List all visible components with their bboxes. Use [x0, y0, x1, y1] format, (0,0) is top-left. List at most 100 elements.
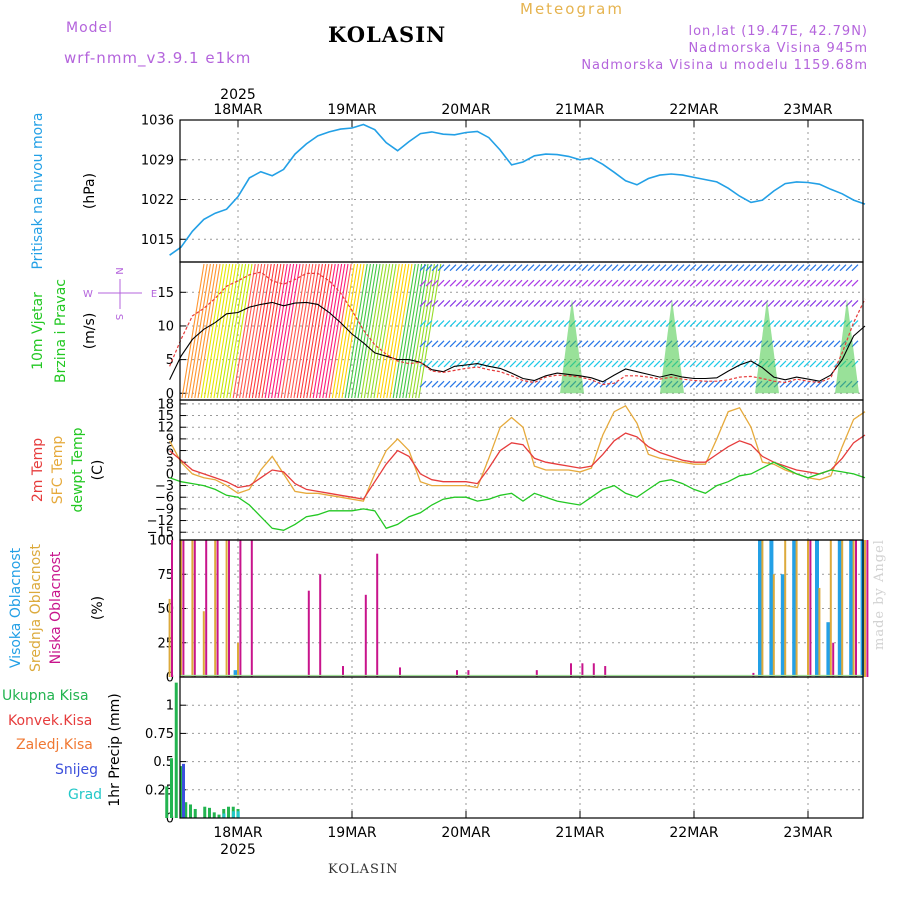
wind-arrow	[641, 380, 649, 388]
high-cloud-bar	[849, 540, 854, 677]
wind-arrow	[677, 279, 685, 287]
wind-arrow	[455, 264, 463, 272]
low-cloud-bar	[604, 666, 607, 677]
wind-arrow	[395, 263, 419, 399]
high-cloud-label: Visoka Oblacnost	[8, 547, 24, 668]
wind-arrow	[491, 279, 499, 287]
wind-arrow	[216, 263, 240, 399]
wind-arrow	[467, 340, 475, 348]
wind-label-2: Brzina i Pravac	[53, 279, 69, 383]
wind-arrow	[779, 320, 787, 328]
wind-arrow	[593, 340, 601, 348]
y-tick-label: 1	[166, 699, 174, 714]
wind-arrow	[647, 360, 655, 368]
wind-arrow	[360, 263, 384, 399]
wind-arrow	[779, 360, 787, 368]
wind-arrow	[641, 320, 649, 328]
low-cloud-label: Niska Oblacnost	[48, 551, 64, 664]
wind-arrow	[509, 380, 517, 388]
high-cloud-bar	[780, 574, 785, 677]
wind-arrow	[611, 279, 619, 287]
wind-arrow	[443, 340, 451, 348]
wind-arrow	[503, 340, 511, 348]
precip-legend-3: Snijeg	[55, 762, 98, 778]
pressure-label: Pritisak na nivou mora	[30, 112, 46, 269]
wind-arrow	[767, 299, 775, 307]
wind-arrow	[587, 340, 595, 348]
wind-arrow	[497, 264, 505, 272]
wind-arrow	[328, 263, 352, 399]
low-cloud-bar	[376, 553, 379, 677]
wind-arrow	[617, 340, 625, 348]
low-cloud-bar	[250, 540, 253, 677]
low-cloud-bar	[855, 540, 857, 677]
wind-arrow	[467, 320, 475, 328]
wind-arrow	[833, 320, 841, 328]
wind-arrow	[425, 340, 433, 348]
wind-arrow	[431, 380, 439, 388]
wind-arrow	[803, 360, 811, 368]
mid-cloud-bar	[784, 540, 787, 677]
wind-arrow	[707, 264, 715, 272]
wind-arrow	[719, 320, 727, 328]
wind-arrow	[521, 299, 529, 307]
total-precip-bar	[227, 806, 230, 818]
y-tick-label: 3	[166, 456, 174, 471]
wind-arrow	[617, 299, 625, 307]
wind-arrow	[660, 299, 684, 394]
wind-arrow	[261, 263, 285, 399]
wind-arrow	[575, 320, 583, 328]
wind-arrow	[509, 340, 517, 348]
wind-arrow	[264, 263, 288, 399]
wind-arrow	[491, 380, 499, 388]
wind-arrow	[797, 299, 805, 307]
mid-cloud-bar	[818, 587, 821, 677]
wind-arrow	[641, 264, 649, 272]
high-cloud-bar	[792, 540, 797, 677]
wind-arrow	[557, 360, 565, 368]
wind-arrow	[725, 340, 733, 348]
wind-arrow	[749, 360, 757, 368]
wind-arrow	[827, 380, 835, 388]
pressure-line	[169, 123, 866, 256]
wind-arrow	[354, 263, 378, 399]
wind-arrow	[701, 360, 709, 368]
wind-arrow	[197, 263, 221, 399]
wind-arrow	[653, 320, 661, 328]
wind-arrow	[635, 360, 643, 368]
wind-arrow	[701, 380, 709, 388]
wind-arrow	[713, 380, 721, 388]
wind-arrow	[827, 264, 835, 272]
wind-arrow	[623, 360, 631, 368]
wind-arrow	[827, 320, 835, 328]
wind-arrow	[479, 320, 487, 328]
wind-arrow	[229, 263, 253, 399]
wind-arrow	[515, 380, 523, 388]
wind-arrow	[629, 299, 637, 307]
precip-legend-4: Grad	[68, 787, 102, 803]
wind-arrow	[509, 299, 517, 307]
wind-arrow	[467, 299, 475, 307]
wind-arrow	[521, 320, 529, 328]
wind-arrow	[431, 264, 439, 272]
wind-arrow	[809, 299, 817, 307]
wind-arrow	[803, 340, 811, 348]
model-name: wrf-nmm_v3.9.1 e1km	[64, 49, 252, 67]
bottom-axis-day-label: 22MAR	[669, 825, 718, 841]
wind-arrow	[587, 279, 595, 287]
wind-arrow	[785, 279, 793, 287]
wind-arrow	[306, 263, 330, 399]
wind-arrow	[449, 380, 457, 388]
mid-cloud-bar	[191, 540, 194, 677]
wind-arrow	[461, 340, 469, 348]
wind-arrow	[485, 380, 493, 388]
wind-arrow	[551, 279, 559, 287]
wind-arrow	[731, 279, 739, 287]
wind-arrow	[425, 264, 433, 272]
wind-arrow	[419, 340, 427, 348]
wind-arrow	[557, 320, 565, 328]
wind-arrow	[443, 360, 451, 368]
wind-arrow	[521, 360, 529, 368]
wind-arrow	[689, 299, 697, 307]
wind-arrow	[503, 360, 511, 368]
